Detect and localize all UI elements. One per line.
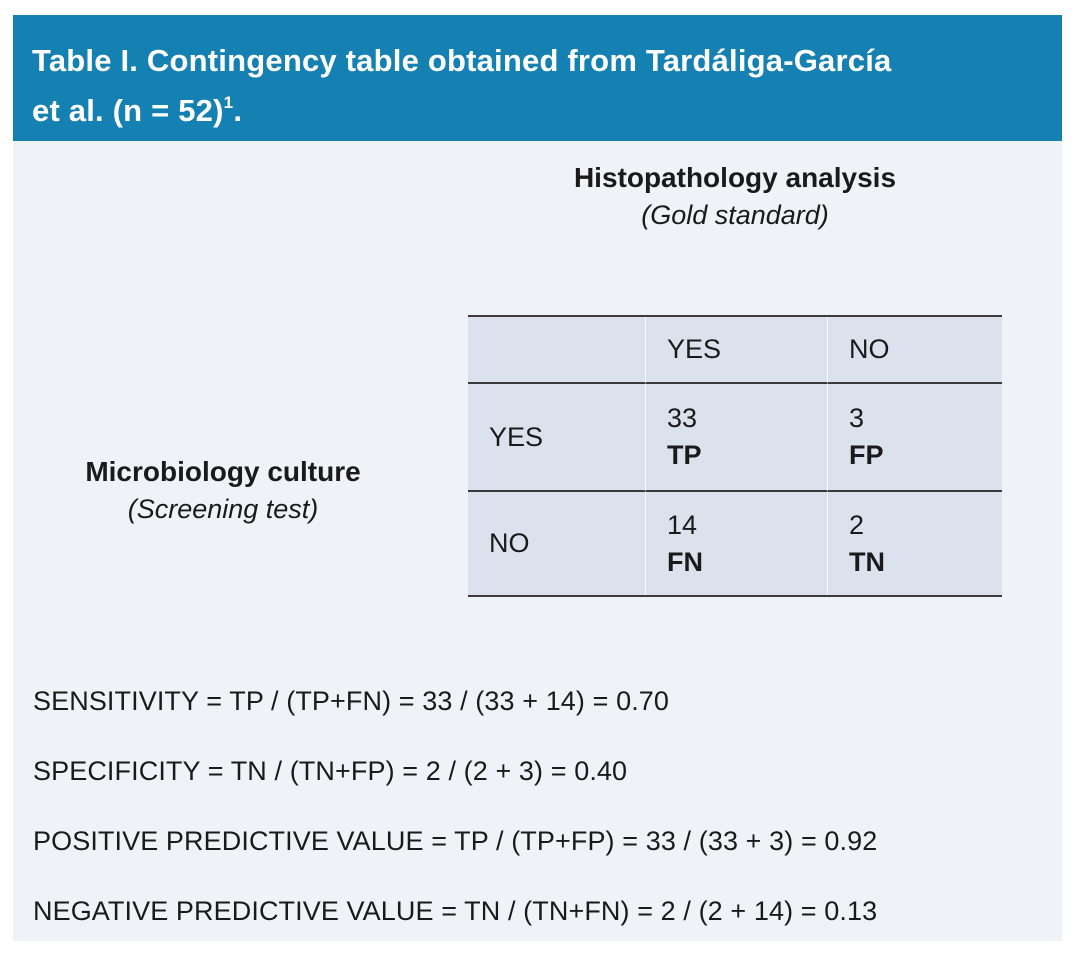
column-header-yes: YES [645, 317, 827, 384]
formula-negative-predictive-value: NEGATIVE PREDICTIVE VALUE = TN / (TN+FN)… [33, 896, 878, 926]
cell-value: 33 [667, 403, 698, 433]
table-title-line-2: et al. (n = 52)1. [32, 86, 1038, 136]
citation-superscript: 1 [223, 93, 234, 112]
cell-true-positive: 33 TP [645, 384, 827, 492]
cell-value: 14 [667, 509, 698, 540]
table-title-bar: Table I. Contingency table obtained from… [13, 15, 1062, 141]
table-title-period: . [233, 93, 243, 128]
row-label-no: NO [489, 528, 530, 558]
formula-sensitivity: SENSITIVITY = TP / (TP+FN) = 33 / (33 + … [33, 686, 670, 716]
column-group-heading: Histopathology analysis (Gold standard) [468, 159, 1002, 233]
row-group-subtitle: (Screening test) [127, 494, 319, 524]
cell-tag: TN [849, 546, 885, 577]
contingency-table: YES NO YES 33 TP 3 FP NO 14 FN 2 TN [468, 315, 1002, 597]
column-header-no: NO [827, 317, 1002, 384]
row-group-title: Microbiology culture [85, 456, 361, 487]
cell-tag: TP [667, 440, 702, 470]
corner-cell [468, 317, 645, 384]
table-title-line-1: Table I. Contingency table obtained from… [32, 43, 892, 78]
cell-value: 2 [849, 509, 865, 540]
row-group-heading: Microbiology culture (Screening test) [38, 453, 408, 527]
cell-value: 3 [849, 403, 865, 433]
formula-positive-predictive-value: POSITIVE PREDICTIVE VALUE = TP / (TP+FP)… [33, 826, 878, 856]
column-group-subtitle: (Gold standard) [641, 200, 829, 230]
table-figure-panel: Table I. Contingency table obtained from… [13, 15, 1062, 941]
column-group-title: Histopathology analysis [573, 162, 897, 193]
cell-false-negative: 14 FN [645, 492, 827, 595]
row-label-yes: YES [468, 384, 645, 492]
formula-specificity: SPECIFICITY = TN / (TN+FP) = 2 / (2 + 3)… [33, 756, 628, 786]
table-title-line-2-text: et al. (n = 52) [32, 93, 224, 128]
cell-false-positive: 3 FP [827, 384, 1002, 492]
cell-tag: FN [667, 546, 703, 577]
cell-true-negative: 2 TN [827, 492, 1002, 595]
cell-tag: FP [849, 440, 884, 470]
